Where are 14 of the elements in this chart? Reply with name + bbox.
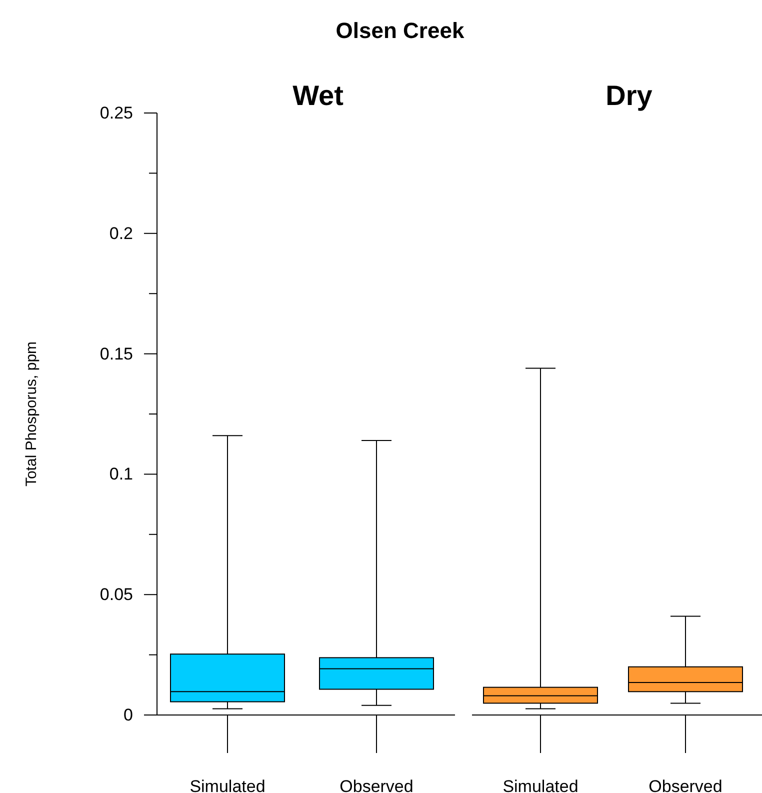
chart-subtitle: Dry (606, 80, 653, 111)
y-tick-label: 0.15 (100, 344, 133, 364)
y-tick-label: 0.1 (109, 464, 133, 484)
y-tick-label: 0.05 (100, 585, 133, 604)
x-tick-label: Observed (340, 777, 414, 793)
chart-subtitle: Wet (292, 80, 344, 111)
y-tick-label: 0.2 (109, 224, 133, 243)
x-tick-label: Simulated (190, 777, 266, 793)
y-tick-label: 0.25 (100, 103, 133, 122)
y-tick-label: 0 (124, 705, 133, 724)
y-axis-title: Total Phosporus, ppm (23, 341, 40, 487)
chart-title: Olsen Creek (336, 18, 465, 43)
x-tick-label: Observed (648, 777, 722, 793)
x-tick-label: Simulated (502, 777, 578, 793)
